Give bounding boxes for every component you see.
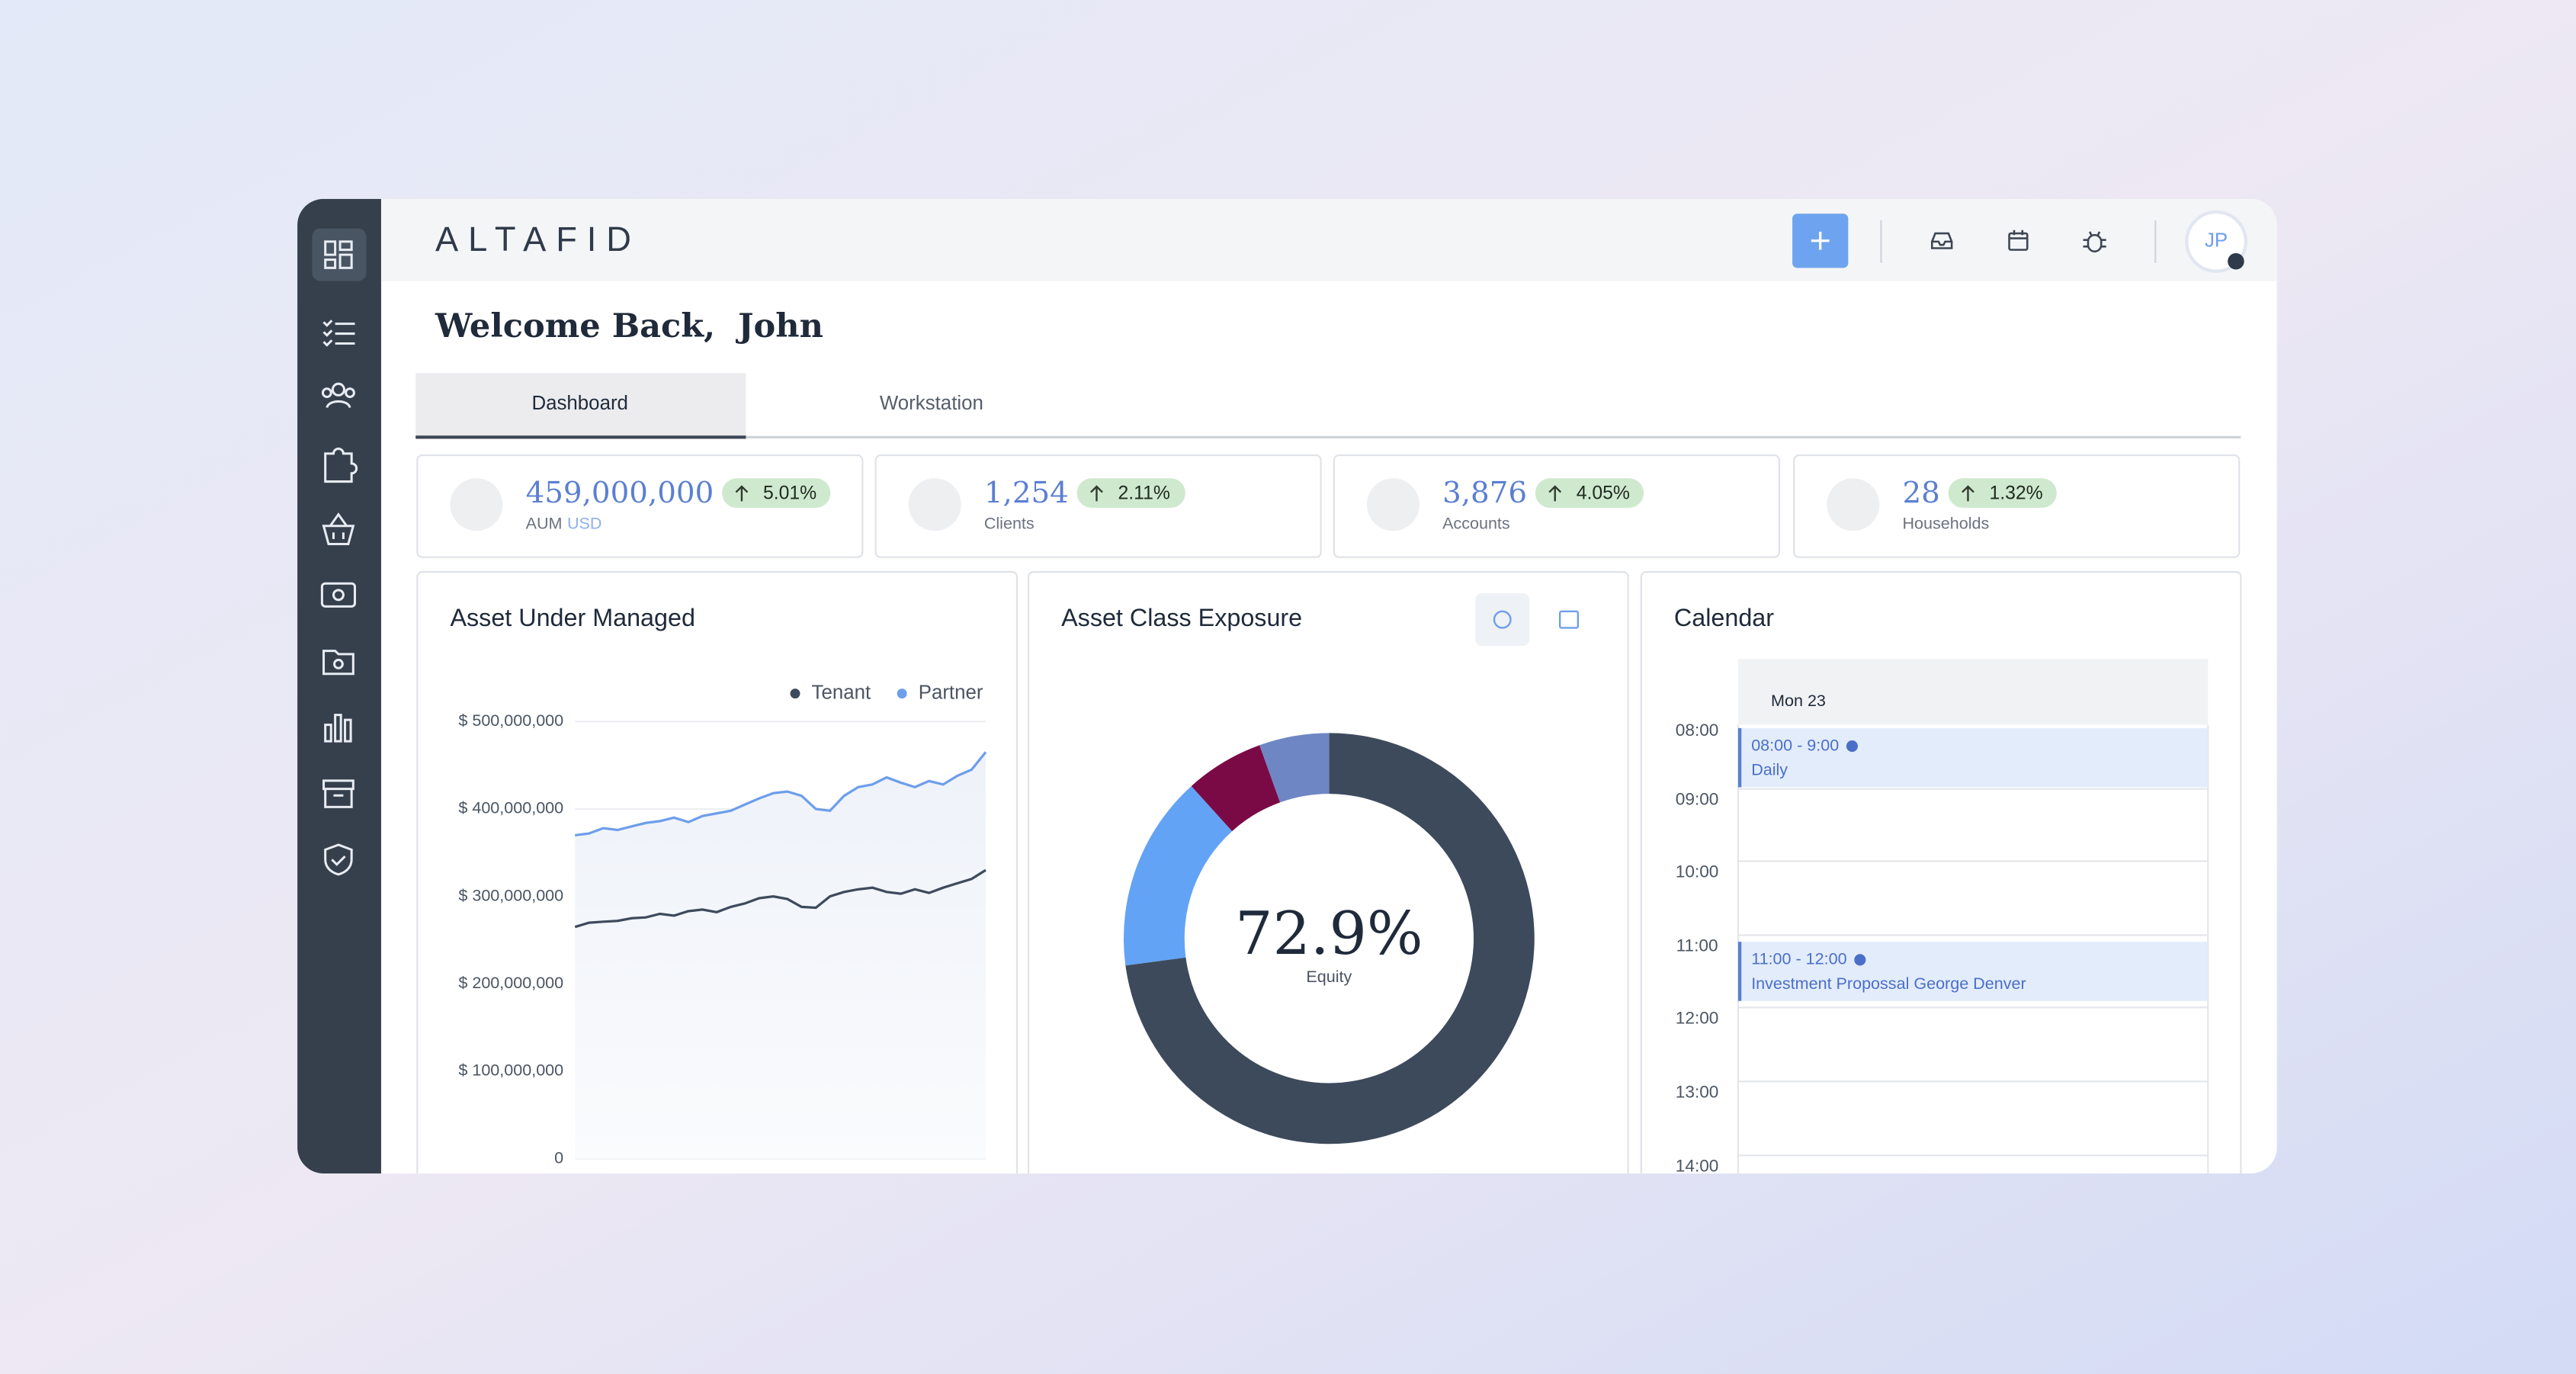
- calendar-hour: 09:00: [1676, 790, 1719, 809]
- kpi-change-badge: [1948, 478, 2057, 509]
- kpi-icon: [1366, 478, 1420, 531]
- brand-logo[interactable]: ALTAFID: [435, 220, 641, 258]
- integrations-icon[interactable]: [324, 447, 358, 483]
- chart-title: Asset Under Managed: [450, 604, 695, 631]
- table-view-icon[interactable]: [1558, 610, 1580, 629]
- chart-title: Asset Class Exposure: [1061, 604, 1302, 631]
- y-tick-label: $ 500,000,000: [458, 711, 563, 730]
- calendar-hour: 11:00: [1676, 936, 1718, 955]
- calendar-day: Mon 23: [1771, 691, 1826, 710]
- calendar-hour: 08:00: [1676, 721, 1719, 740]
- kpi-value: 3,876: [1442, 476, 1527, 510]
- clock-icon: [1846, 740, 1858, 753]
- calendar-hour: 12:00: [1676, 1008, 1719, 1027]
- calendar-event-bar: [1737, 727, 1742, 788]
- area-fill: [575, 752, 986, 1159]
- tab-active-bg: [415, 373, 746, 438]
- donut-category-label: Equity: [1306, 967, 1352, 986]
- pie-view-icon: [1493, 610, 1512, 629]
- top-icons: [1930, 230, 2106, 253]
- clock-icon: [1854, 954, 1866, 966]
- kpi-change-badge: [1076, 478, 1185, 509]
- donut-value-label: 72.9%: [1235, 900, 1423, 968]
- legend-label: Partner: [919, 682, 983, 703]
- series-line: [575, 751, 987, 837]
- clients-icon[interactable]: [321, 382, 355, 409]
- kpi-value: 459,000,000: [526, 476, 714, 510]
- app-frame: ALTAFID JP Welcome Back, John Dashboard W…: [297, 198, 2277, 1175]
- kpi-label: Clients: [984, 513, 1035, 532]
- kpi-unit: USD: [567, 513, 601, 532]
- add-icon: [1811, 231, 1830, 250]
- inbox-icon[interactable]: [1930, 232, 1953, 249]
- legend-label: Tenant: [812, 682, 871, 703]
- calendar-event-title: Daily: [1751, 760, 1788, 779]
- calendar-event-title: Investment Propossal George Denver: [1751, 974, 2026, 993]
- calendar-icon[interactable]: [2008, 230, 2029, 251]
- donut-segment: [1191, 745, 1281, 832]
- sidebar: [297, 198, 381, 1174]
- kpi-label: AUM: [526, 513, 563, 532]
- donut-segment: [1259, 733, 1330, 803]
- kpi-label: Accounts: [1442, 513, 1510, 532]
- calendar-hour: 14:00: [1676, 1156, 1719, 1175]
- y-tick-label: $ 100,000,000: [458, 1061, 563, 1080]
- tab-label[interactable]: Workstation: [880, 393, 983, 414]
- kpi-change: 4.05%: [1577, 483, 1630, 503]
- up-arrow: [1090, 485, 1103, 502]
- avatar-badge: [2228, 252, 2244, 270]
- kpi-icon: [450, 478, 503, 531]
- legend-swatch: [897, 689, 907, 699]
- dashboard-icon[interactable]: [324, 240, 353, 269]
- basket-icon[interactable]: [322, 512, 355, 545]
- money-icon[interactable]: [320, 582, 356, 608]
- kpi-icon: [908, 478, 961, 531]
- archive-icon[interactable]: [322, 779, 354, 808]
- calendar-day-header: [1737, 659, 2209, 725]
- kpi-value: 28: [1902, 476, 1939, 510]
- donut-segment: [1124, 785, 1233, 966]
- calendar-event[interactable]: [1737, 942, 2209, 1001]
- security-icon[interactable]: [324, 843, 353, 876]
- tasks-icon[interactable]: [322, 319, 355, 347]
- calendar-hour: 10:00: [1676, 862, 1719, 881]
- legend-swatch: [790, 689, 800, 699]
- calendar-event[interactable]: [1737, 727, 2209, 788]
- y-tick-label: 0: [554, 1148, 563, 1167]
- up-arrow: [1962, 485, 1975, 502]
- donut-segment: [1125, 733, 1535, 1144]
- kpi-change: 1.32%: [1989, 483, 2042, 503]
- user-initials: JP: [2205, 230, 2228, 252]
- greeting: Welcome Back, John: [435, 307, 823, 345]
- kpi-value: 1,254: [984, 476, 1069, 510]
- kpi-change: 2.11%: [1118, 483, 1169, 503]
- folder-icon[interactable]: [322, 650, 354, 676]
- kpi-label: Households: [1902, 513, 1989, 532]
- calendar-hour: 13:00: [1676, 1082, 1719, 1101]
- up-arrow: [735, 485, 749, 502]
- y-tick-label: $ 200,000,000: [458, 973, 563, 992]
- view-toggle-active[interactable]: [1475, 593, 1530, 647]
- kpi-change: 5.01%: [763, 483, 816, 503]
- bug-icon[interactable]: [2083, 231, 2106, 253]
- kpi-icon: [1827, 478, 1880, 531]
- y-tick-label: $ 300,000,000: [458, 885, 563, 904]
- calendar-title: Calendar: [1674, 604, 1774, 631]
- tab-label[interactable]: Dashboard: [531, 393, 628, 414]
- series-line: [574, 868, 986, 929]
- kpi-change-badge: [1535, 478, 1644, 509]
- calendar-event-bar: [1737, 942, 1742, 1001]
- kpi-change-badge: [722, 478, 831, 509]
- y-tick-label: $ 400,000,000: [458, 798, 563, 817]
- calendar-event-time: 11:00 - 12:00: [1751, 949, 1846, 968]
- sidebar-icons: [320, 240, 358, 876]
- top-bar: [380, 198, 2277, 281]
- reports-icon[interactable]: [324, 714, 352, 743]
- content: Dashboard Workstation 459,000,000 5.01% AUM U…: [416, 393, 2242, 1175]
- calendar-event-time: 08:00 - 9:00: [1751, 735, 1839, 754]
- up-arrow: [1548, 485, 1562, 502]
